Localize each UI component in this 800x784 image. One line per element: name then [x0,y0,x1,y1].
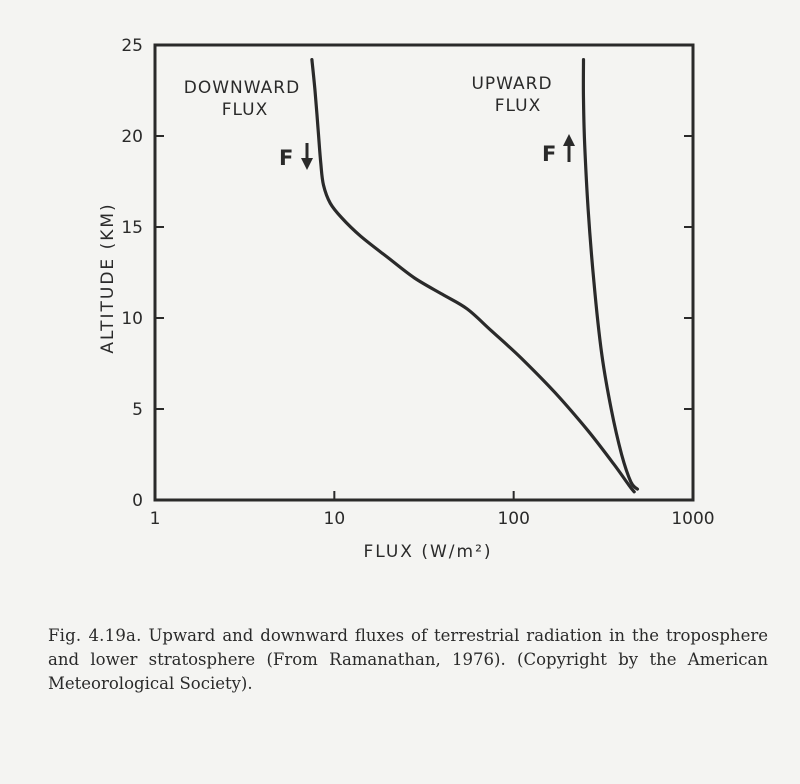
caption-label: Fig. 4.19a. [48,626,142,645]
downward-flux-label-line2: FLUX [222,100,269,120]
y-axis-ticks: 0 5 10 15 20 25 [121,36,693,511]
x-tick-label: 1 [150,509,161,529]
upward-flux-label-line2: FLUX [495,96,542,116]
y-tick-label: 5 [132,400,143,420]
y-tick-label: 20 [121,127,143,147]
upward-flux-line [581,58,639,491]
x-tick-label: 100 [497,509,529,529]
up-arrow-icon [563,134,575,162]
y-tick-label: 0 [132,491,143,511]
x-tick-label: 1000 [671,509,714,529]
x-tick-label: 10 [324,509,346,529]
x-axis-ticks: 1 10 100 1000 [150,491,715,529]
y-tick-label: 15 [121,218,143,238]
plot-frame [153,43,695,502]
caption-text: Upward and downward fluxes of terrestria… [48,626,768,693]
figure-caption: Fig. 4.19a. Upward and downward fluxes o… [48,624,768,696]
upward-flux-label-line1: UPWARD [471,74,552,94]
upward-flux-annotation: UPWARD FLUX F [471,74,575,166]
y-tick-label: 10 [121,309,143,329]
downward-flux-label-line1: DOWNWARD [184,78,300,98]
downward-flux-annotation: DOWNWARD FLUX F [184,78,313,170]
down-arrow-icon [301,143,313,170]
downward-flux-symbol: F [279,146,293,170]
upward-flux-symbol: F [542,142,556,166]
y-tick-label: 25 [121,36,143,56]
y-axis-title: ALTITUDE (KM) [98,202,118,353]
x-axis-title: FLUX (W/m²) [363,542,492,562]
plot-area [153,43,695,502]
downward-flux-line [310,58,636,494]
series-group [310,58,639,494]
flux-altitude-chart: 1 10 100 1000 0 5 10 15 20 25 FLUX (W/m²) ALTITU… [98,36,715,562]
